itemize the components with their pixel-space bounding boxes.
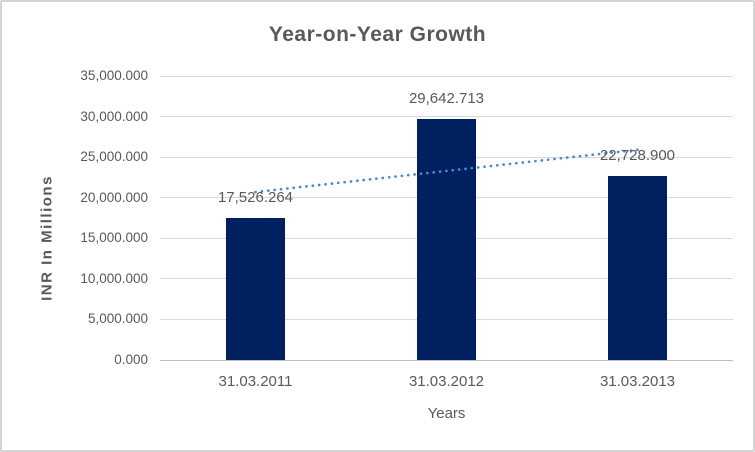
gridline xyxy=(160,116,733,118)
x-axis-title: Years xyxy=(427,405,466,422)
data-label: 17,526.264 xyxy=(217,188,294,206)
y-axis-tick-label: 10,000.000 xyxy=(80,270,148,286)
y-axis-tick-label: 35,000.000 xyxy=(80,68,148,83)
data-label: 22,728.900 xyxy=(599,146,676,164)
y-axis-tick-label: 15,000.000 xyxy=(80,230,148,246)
x-axis-tick-label: 31.03.2013 xyxy=(599,373,676,390)
chart-title: Year-on-Year Growth xyxy=(268,23,487,46)
y-axis-tick-label: 5,000.000 xyxy=(87,311,148,327)
bar xyxy=(226,217,285,360)
bar xyxy=(608,175,667,360)
x-axis-tick-label: 31.03.2012 xyxy=(408,373,485,390)
y-axis-tick-label: 30,000.000 xyxy=(80,108,148,124)
x-axis-line xyxy=(160,359,733,361)
bar xyxy=(417,119,476,360)
x-axis-tick-label: 31.03.2011 xyxy=(218,373,293,390)
y-axis-tick-label: 25,000.000 xyxy=(80,149,148,165)
y-axis-tick-label: 0.000 xyxy=(114,352,148,367)
gridline xyxy=(160,75,733,77)
data-label: 29,642.713 xyxy=(408,90,485,108)
y-axis-tick-label: 20,000.000 xyxy=(80,189,148,205)
